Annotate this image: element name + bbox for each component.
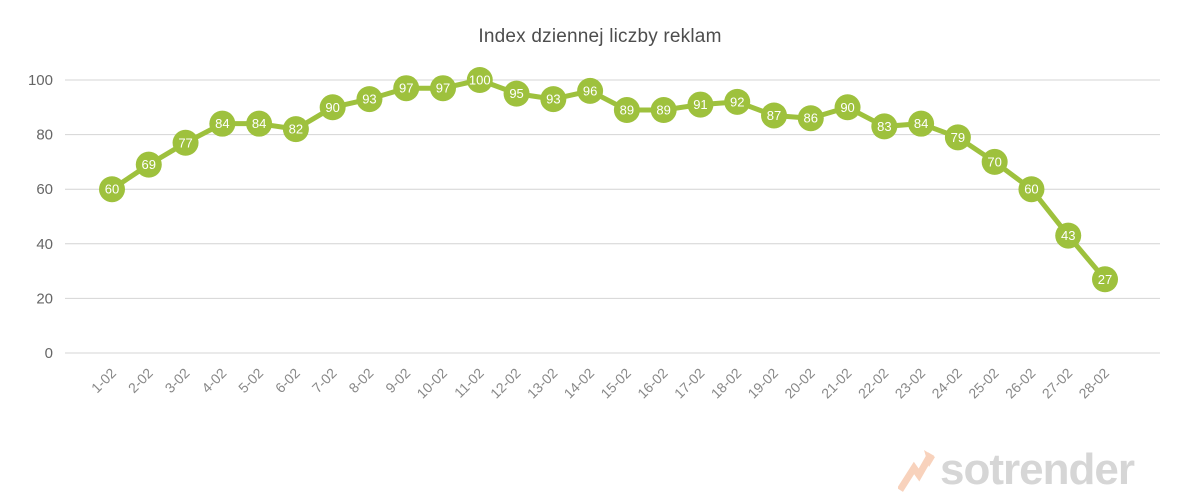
data-point-label: 70 xyxy=(987,154,1001,169)
data-point-label: 79 xyxy=(951,130,965,145)
data-point-label: 82 xyxy=(289,122,303,137)
data-point-label: 60 xyxy=(105,182,119,197)
y-tick-label: 0 xyxy=(45,345,53,362)
data-point-marker[interactable] xyxy=(393,75,420,102)
x-tick-label: 19-02 xyxy=(744,365,781,402)
x-tick-label: 25-02 xyxy=(965,365,1002,402)
x-tick-label: 28-02 xyxy=(1075,365,1112,402)
x-tick-label: 8-02 xyxy=(345,365,376,396)
data-point-marker[interactable] xyxy=(761,102,787,129)
data-point-label: 95 xyxy=(509,86,523,101)
data-point-marker[interactable] xyxy=(981,148,1008,175)
x-tick-label: 24-02 xyxy=(928,365,965,402)
x-tick-label: 5-02 xyxy=(235,365,266,396)
data-point-marker[interactable] xyxy=(613,97,640,124)
chart-title: Index dziennej liczby reklam xyxy=(478,26,722,47)
data-point-marker[interactable] xyxy=(1055,222,1082,249)
data-point-label: 84 xyxy=(252,116,266,131)
x-tick-label: 12-02 xyxy=(487,365,524,402)
data-point-label: 86 xyxy=(804,111,818,126)
x-tick-label: 3-02 xyxy=(162,365,193,396)
data-point-marker[interactable] xyxy=(724,88,751,115)
x-tick-label: 16-02 xyxy=(634,365,671,402)
x-tick-label: 21-02 xyxy=(818,365,855,402)
data-point-marker[interactable] xyxy=(944,124,971,151)
data-point-label: 97 xyxy=(436,81,450,96)
data-point-label: 27 xyxy=(1098,272,1112,287)
data-point-label: 100 xyxy=(469,73,491,88)
y-tick-label: 80 xyxy=(36,127,53,144)
data-point-label: 43 xyxy=(1061,228,1075,243)
data-point-label: 92 xyxy=(730,94,744,109)
watermark-text: sotrender xyxy=(940,445,1135,494)
data-point-marker[interactable] xyxy=(99,176,125,203)
y-tick-label: 40 xyxy=(36,236,53,253)
data-point-label: 97 xyxy=(399,81,413,96)
y-tick-label: 100 xyxy=(28,72,53,89)
x-tick-label: 20-02 xyxy=(781,365,818,402)
data-point-marker[interactable] xyxy=(1018,176,1045,203)
data-point-label: 60 xyxy=(1024,182,1038,197)
x-tick-label: 15-02 xyxy=(597,365,634,402)
data-point-marker[interactable] xyxy=(135,151,162,178)
y-tick-label: 20 xyxy=(36,290,53,307)
data-point-marker[interactable] xyxy=(172,129,199,156)
data-point-marker[interactable] xyxy=(797,105,824,132)
data-point-label: 84 xyxy=(215,116,229,131)
data-point-label: 90 xyxy=(840,100,854,115)
data-point-marker[interactable] xyxy=(282,116,309,143)
x-tick-label: 17-02 xyxy=(671,365,708,402)
data-point-label: 84 xyxy=(914,116,928,131)
data-point-label: 83 xyxy=(877,119,891,134)
data-point-marker[interactable] xyxy=(687,91,714,118)
x-tick-label: 18-02 xyxy=(708,365,745,402)
x-tick-label: 2-02 xyxy=(125,365,156,396)
data-point-marker[interactable] xyxy=(466,67,493,93)
data-point-label: 93 xyxy=(546,92,560,107)
data-point-marker[interactable] xyxy=(209,110,236,137)
series-line xyxy=(109,77,1108,282)
x-tick-label: 26-02 xyxy=(1002,365,1039,402)
data-point-label: 87 xyxy=(767,108,781,123)
x-tick-label: 23-02 xyxy=(892,365,929,402)
data-point-label: 89 xyxy=(620,103,634,118)
x-tick-label: 13-02 xyxy=(524,365,561,402)
data-point-marker[interactable] xyxy=(319,94,346,121)
x-tick-label: 1-02 xyxy=(88,365,119,396)
data-point-marker[interactable] xyxy=(871,113,898,140)
y-tick-label: 60 xyxy=(36,181,53,198)
data-point-label: 77 xyxy=(178,135,192,150)
trend-arrow-icon xyxy=(898,450,936,492)
data-point-marker[interactable] xyxy=(650,97,677,124)
x-tick-label: 7-02 xyxy=(309,365,340,396)
data-point-marker[interactable] xyxy=(540,86,567,113)
sotrender-watermark: sotrender xyxy=(898,445,1135,494)
data-point-label: 90 xyxy=(325,100,339,115)
data-point-marker[interactable] xyxy=(356,86,383,113)
x-tick-label: 6-02 xyxy=(272,365,303,396)
data-point-label: 69 xyxy=(142,157,156,172)
data-point-marker[interactable] xyxy=(246,110,273,137)
x-tick-label: 22-02 xyxy=(855,365,892,402)
data-point-marker[interactable] xyxy=(430,75,456,102)
data-point-marker[interactable] xyxy=(908,110,935,137)
data-point-label: 89 xyxy=(656,103,670,118)
data-point-marker[interactable] xyxy=(1092,266,1118,293)
x-tick-label: 9-02 xyxy=(382,365,413,396)
x-tick-label: 27-02 xyxy=(1039,365,1076,402)
x-tick-label: 4-02 xyxy=(198,365,229,396)
data-point-label: 91 xyxy=(693,97,707,112)
data-point-marker[interactable] xyxy=(503,80,530,107)
x-tick-label: 10-02 xyxy=(413,365,450,402)
x-tick-label: 14-02 xyxy=(561,365,598,402)
x-tick-label: 11-02 xyxy=(451,365,487,401)
data-point-marker[interactable] xyxy=(577,77,604,104)
data-point-label: 93 xyxy=(362,92,376,107)
data-point-label: 96 xyxy=(583,83,597,98)
data-point-marker[interactable] xyxy=(834,94,861,121)
